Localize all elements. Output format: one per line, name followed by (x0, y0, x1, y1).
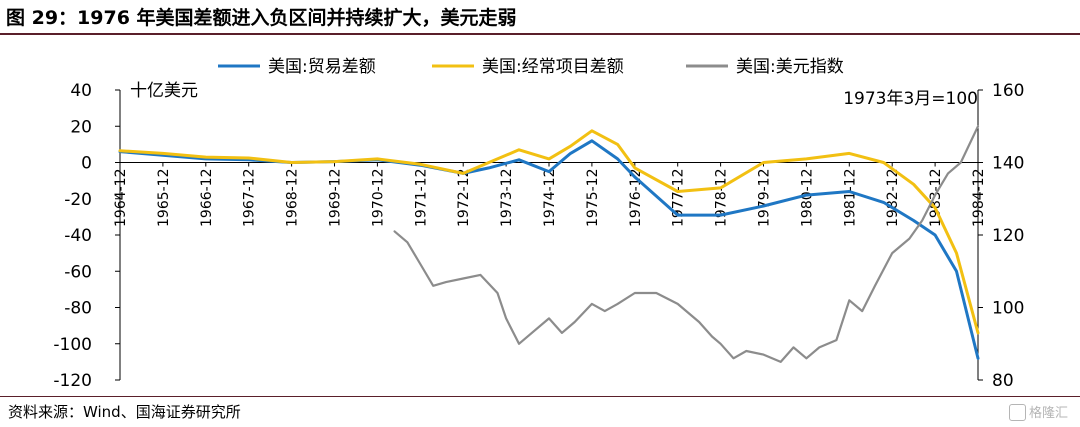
x-axis-tick-label: 1971-12 (413, 169, 429, 228)
left-axis-tick-label: -100 (53, 335, 92, 355)
annotation-base: 1973年3月=100 (843, 89, 978, 109)
x-axis-tick-label: 1981-12 (842, 169, 858, 228)
x-axis-tick-label: 1984-12 (971, 169, 987, 228)
x-axis-tick-label: 1978-12 (714, 169, 730, 228)
right-axis-tick-label: 100 (992, 299, 1024, 319)
top-rule (0, 33, 1080, 35)
legend-label-1: 美国:贸易差额 (268, 57, 376, 77)
x-axis-tick-label: 1969-12 (328, 169, 344, 228)
legend: 美国:贸易差额 美国:经常项目差额 美国:美元指数 (218, 57, 844, 77)
watermark-text: 格隆汇 (1028, 406, 1068, 421)
left-axis-tick-label: 20 (70, 117, 92, 137)
series-lines (118, 125, 980, 363)
x-axis-tick-label: 1970-12 (370, 169, 386, 228)
legend-label-2: 美国:经常项目差额 (482, 57, 624, 77)
x-axis-tick-label: 1965-12 (156, 169, 172, 228)
watermark-logo-icon (1008, 404, 1026, 421)
left-axis-tick-label: -80 (64, 299, 92, 319)
x-axis-tick-label: 1974-12 (542, 169, 558, 228)
chart-svg: 美国:贸易差额 美国:经常项目差额 美国:美元指数 十亿美元 1973年3月=100… (53, 57, 1024, 391)
x-axis-tick-label: 1967-12 (242, 169, 258, 228)
legend-label-3: 美国:美元指数 (736, 57, 844, 77)
axes: 40 20 0 -20 -40 -60 -80 -100 -120 160 140 120 100 80 (53, 81, 1024, 391)
series-line-3 (393, 125, 980, 363)
figure-title: 图 29：1976 年美国差额进入负区间并持续扩大，美元走弱 (6, 7, 517, 29)
x-axis-tick-label: 1980-12 (799, 169, 815, 228)
right-axis-tick-label: 160 (992, 81, 1024, 101)
x-axis-labels: 1964-12 1965-12 1966-12 1967-12 1968-12 1969-… (113, 169, 987, 228)
left-axis-tick-label: -20 (64, 190, 92, 210)
x-axis-tick-label: 1968-12 (285, 169, 301, 228)
series-line-2 (118, 129, 980, 335)
watermark: 格隆汇 (1008, 402, 1068, 422)
x-axis-tick-label: 1972-12 (456, 169, 472, 228)
x-axis-tick-label: 1975-12 (585, 169, 601, 228)
bottom-rule (0, 396, 1080, 397)
x-axis-tick-label: 1983-12 (928, 169, 944, 228)
left-axis-tick-label: -60 (64, 262, 92, 282)
source-note: 资料来源：Wind、国海证券研究所 (8, 403, 241, 421)
x-axis-tick-label: 1977-12 (671, 169, 687, 228)
left-axis-tick-label: -40 (64, 226, 92, 246)
x-axis-tick-label: 1966-12 (199, 169, 215, 228)
x-axis-tick-label: 1964-12 (113, 169, 129, 228)
right-axis-tick-label: 80 (992, 371, 1014, 391)
left-axis-tick-label: -120 (53, 371, 92, 391)
x-axis-tick-label: 1979-12 (757, 169, 773, 228)
x-axis-tick-label: 1973-12 (499, 169, 515, 228)
left-axis-tick-label: 40 (70, 81, 92, 101)
right-axis-tick-label: 120 (992, 226, 1024, 246)
x-axis-tick-label: 1982-12 (885, 169, 901, 228)
left-axis-unit: 十亿美元 (130, 81, 198, 101)
right-axis-tick-label: 140 (992, 154, 1024, 174)
left-axis-tick-label: 0 (81, 154, 92, 174)
